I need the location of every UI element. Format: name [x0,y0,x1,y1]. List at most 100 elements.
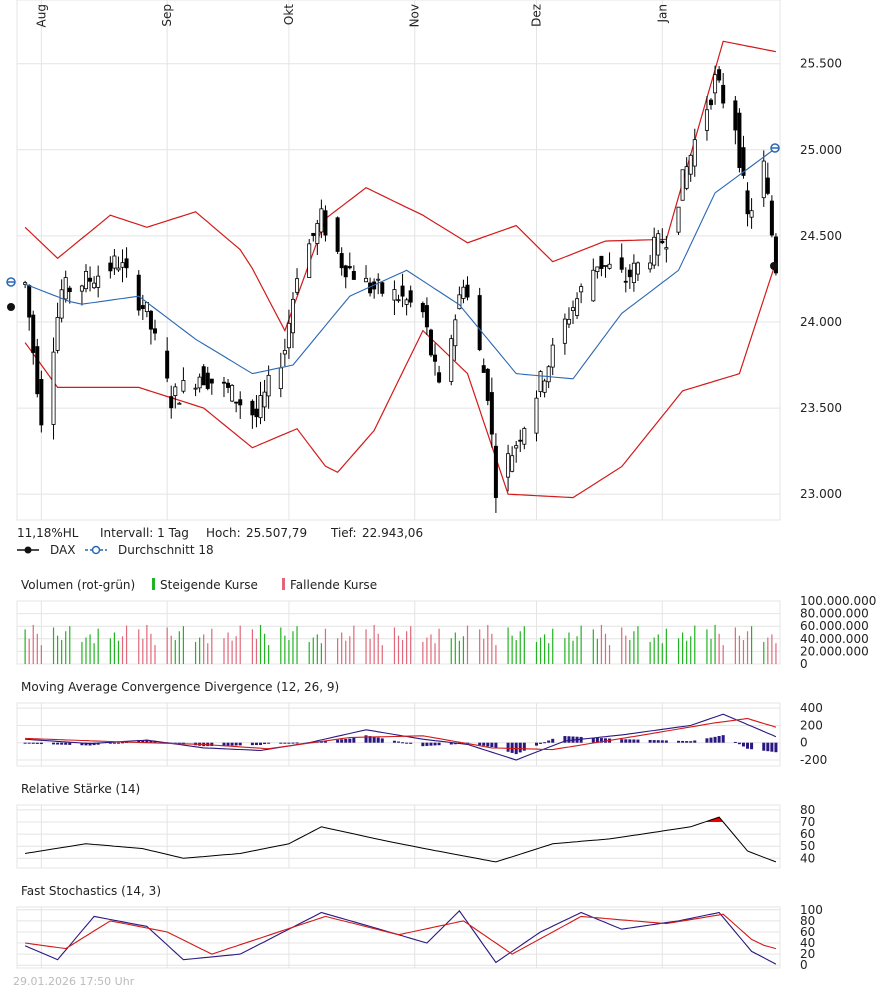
macd-histogram-bar [336,739,340,743]
volume-bar [223,638,225,664]
candle-body-up [550,344,555,368]
candle-body-down [721,84,726,104]
candlesticks [23,65,778,513]
candle-body-up [575,298,580,316]
volume-bar [515,640,517,664]
volume-bar [125,625,128,664]
macd-histogram-bar [482,742,486,746]
candle [571,300,576,325]
volume-bar [69,626,71,664]
volume-bar [138,629,140,664]
volume-bar [393,627,396,664]
high-label: Hoch: [206,526,241,540]
axis-tick-label: 20 [800,947,815,961]
volume-bar [203,634,205,664]
macd-histogram-bar [595,737,599,743]
macd-histogram-bar [518,742,522,753]
volume-bar [580,625,582,664]
candle-body-down [35,346,40,395]
volume-bar [182,626,184,664]
candle-body-down [323,210,328,236]
macd-histogram-bar [567,736,571,743]
candle [83,264,88,293]
volume-bar [422,641,424,664]
macd-lines [25,713,777,761]
candle-body-up [461,286,466,299]
macd-histogram-bar [116,742,120,744]
candle-body-up [177,402,182,405]
macd-histogram-bar [652,740,656,743]
volume-bar [268,645,270,664]
macd-histogram-bar [60,742,64,745]
candle-body-down [437,372,442,383]
volume-bar [410,626,412,664]
volume-bar [568,632,570,664]
macd-grid [16,702,781,767]
candle-body-up [173,386,178,397]
volume-bar [24,629,26,664]
candle [704,96,709,141]
candle [400,273,405,308]
volume-bar [507,627,509,664]
candle-body-down [226,382,231,388]
macd-histogram-bar [770,742,774,752]
stoch-grid [16,906,781,969]
candle [63,270,68,303]
volume-bar [767,637,769,664]
volume-bar [746,631,749,664]
macd-line [25,713,777,761]
candle-body-up [282,350,287,355]
volume-bar [576,636,578,664]
macd-panel: Moving Average Convergence Divergence (1… [16,680,827,767]
macd-histogram-bar [35,742,39,744]
macd-histogram-bar [709,737,713,743]
candle [205,366,210,391]
panel-frame [16,0,781,521]
macd-histogram-bar [149,740,153,743]
macd-histogram-bar [522,742,526,751]
axis-tick-label: 70 [800,815,815,829]
volume-bar [434,643,436,664]
macd-histogram-bar [648,739,652,743]
macd-histogram-bar [620,739,624,743]
dax-left-marker [7,303,15,311]
macd-histogram-bar [80,742,84,746]
candle [173,383,178,409]
volume-bar [686,640,688,664]
candle [181,367,186,394]
volume-bar [174,640,176,664]
candle [619,243,624,273]
candle-body-down [39,378,44,426]
candle-body-up [522,428,527,445]
candle [351,265,356,280]
candle-body-down [709,99,714,106]
macd-histogram-bar [486,742,490,747]
macd-histogram-bar [766,742,770,752]
volume-bar [438,628,440,664]
volume-bar [608,645,611,664]
volume-bar [207,643,209,664]
volume-bar [381,645,383,664]
candle [489,377,494,448]
volume-bar [56,635,59,664]
volume-bar [649,641,651,664]
macd-histogram-bar [599,738,603,743]
volume-legend-up: Steigende Kurse [160,578,258,592]
volume-bars [24,624,777,664]
candle-body-down [254,408,259,418]
volume-bar [121,636,124,664]
candle [124,247,129,278]
candle [534,390,539,442]
candle [538,370,543,398]
volume-bar [28,638,30,664]
volume-bar [199,637,201,664]
month-label: Jan [655,4,669,24]
candle [230,384,235,403]
candle-body-down [737,112,742,168]
macd-histogram-bar [733,741,737,743]
candle [144,301,149,318]
volume-bar [592,629,594,664]
macd-histogram-bar [713,736,717,743]
candle-body-up [96,275,101,288]
candle [733,96,738,145]
